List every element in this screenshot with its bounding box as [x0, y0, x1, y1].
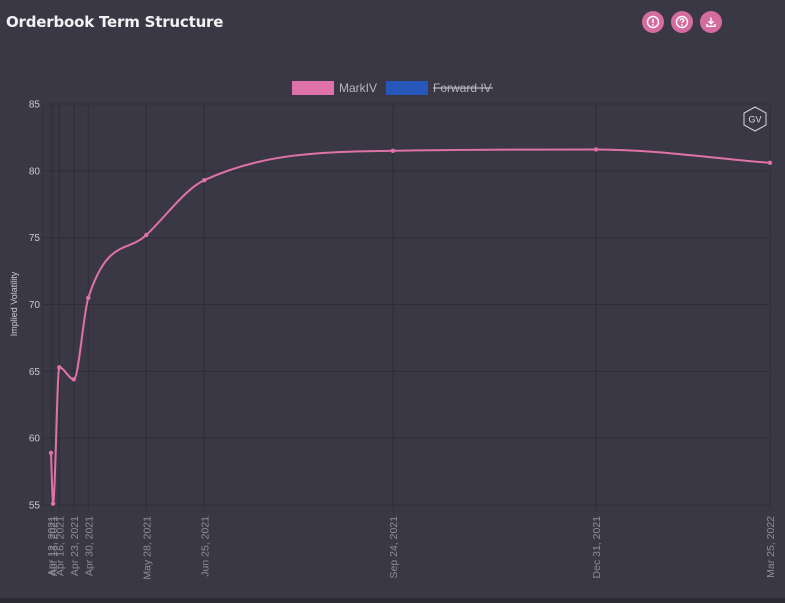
- header-actions: [642, 11, 722, 33]
- info-button[interactable]: [642, 11, 664, 33]
- x-tick-label: Apr 23, 2021: [69, 516, 81, 576]
- x-tick-label: Apr 12, 2021: [46, 516, 58, 576]
- markiv-data-point: [86, 295, 91, 301]
- legend: MarkIV Forward IV: [292, 81, 493, 95]
- x-tick-label: Dec 31, 2021: [591, 516, 603, 579]
- y-tick-label: 75: [29, 233, 41, 244]
- legend-swatch: [292, 81, 334, 95]
- x-tick-label: Jun 25, 2021: [199, 516, 211, 577]
- help-icon: [675, 15, 689, 29]
- markiv-data-point: [50, 501, 56, 506]
- chart-area: 55 60 65 70 75 80 85 Apr 12, 2021 Apr 13, 2021 A…: [0, 60, 785, 603]
- y-axis-label: Implied Volatility: [9, 271, 19, 336]
- markiv-data-point: [767, 160, 773, 166]
- bottom-bar: [0, 598, 785, 603]
- page-title: Orderbook Term Structure: [6, 13, 224, 31]
- markiv-series-line: [50, 148, 771, 505]
- watermark-text: GV: [748, 115, 761, 125]
- download-button[interactable]: [700, 11, 722, 33]
- series-layer: [48, 147, 773, 506]
- y-tick-label: 65: [29, 367, 41, 378]
- legend-swatch: [386, 81, 428, 95]
- x-tick-label: Mar 25, 2022: [765, 516, 777, 578]
- x-tick-label: Apr 13, 2021: [48, 516, 60, 576]
- y-tick-label: 55: [29, 501, 41, 512]
- help-button[interactable]: [671, 11, 693, 33]
- x-tick-label: Apr 16, 2021: [54, 516, 66, 576]
- markiv-data-point: [57, 365, 62, 370]
- y-tick-label: 70: [29, 300, 41, 311]
- y-tick-label: 60: [29, 434, 41, 445]
- grid: [42, 103, 771, 511]
- y-tick-label: 85: [29, 100, 41, 111]
- watermark-logo: GV: [743, 106, 767, 132]
- markiv-data-point: [202, 177, 207, 183]
- download-icon: [706, 17, 716, 27]
- info-icon: [646, 15, 660, 29]
- markiv-data-point: [144, 232, 149, 238]
- legend-item-forward-iv[interactable]: Forward IV: [386, 81, 493, 95]
- x-tick-label: May 28, 2021: [141, 516, 153, 580]
- markiv-data-point: [71, 377, 76, 382]
- markiv-data-point: [593, 147, 599, 152]
- x-tick-label: Apr 30, 2021: [83, 516, 95, 576]
- header: Orderbook Term Structure: [0, 0, 785, 44]
- x-tick-label: Sep 24, 2021: [388, 516, 400, 579]
- y-tick-label: 80: [29, 166, 41, 177]
- markiv-data-point: [48, 450, 54, 456]
- markiv-data-point: [390, 148, 396, 153]
- legend-item-markiv[interactable]: MarkIV: [292, 81, 377, 95]
- y-axis: 55 60 65 70 75 80 85: [29, 100, 41, 512]
- legend-label: MarkIV: [339, 81, 377, 95]
